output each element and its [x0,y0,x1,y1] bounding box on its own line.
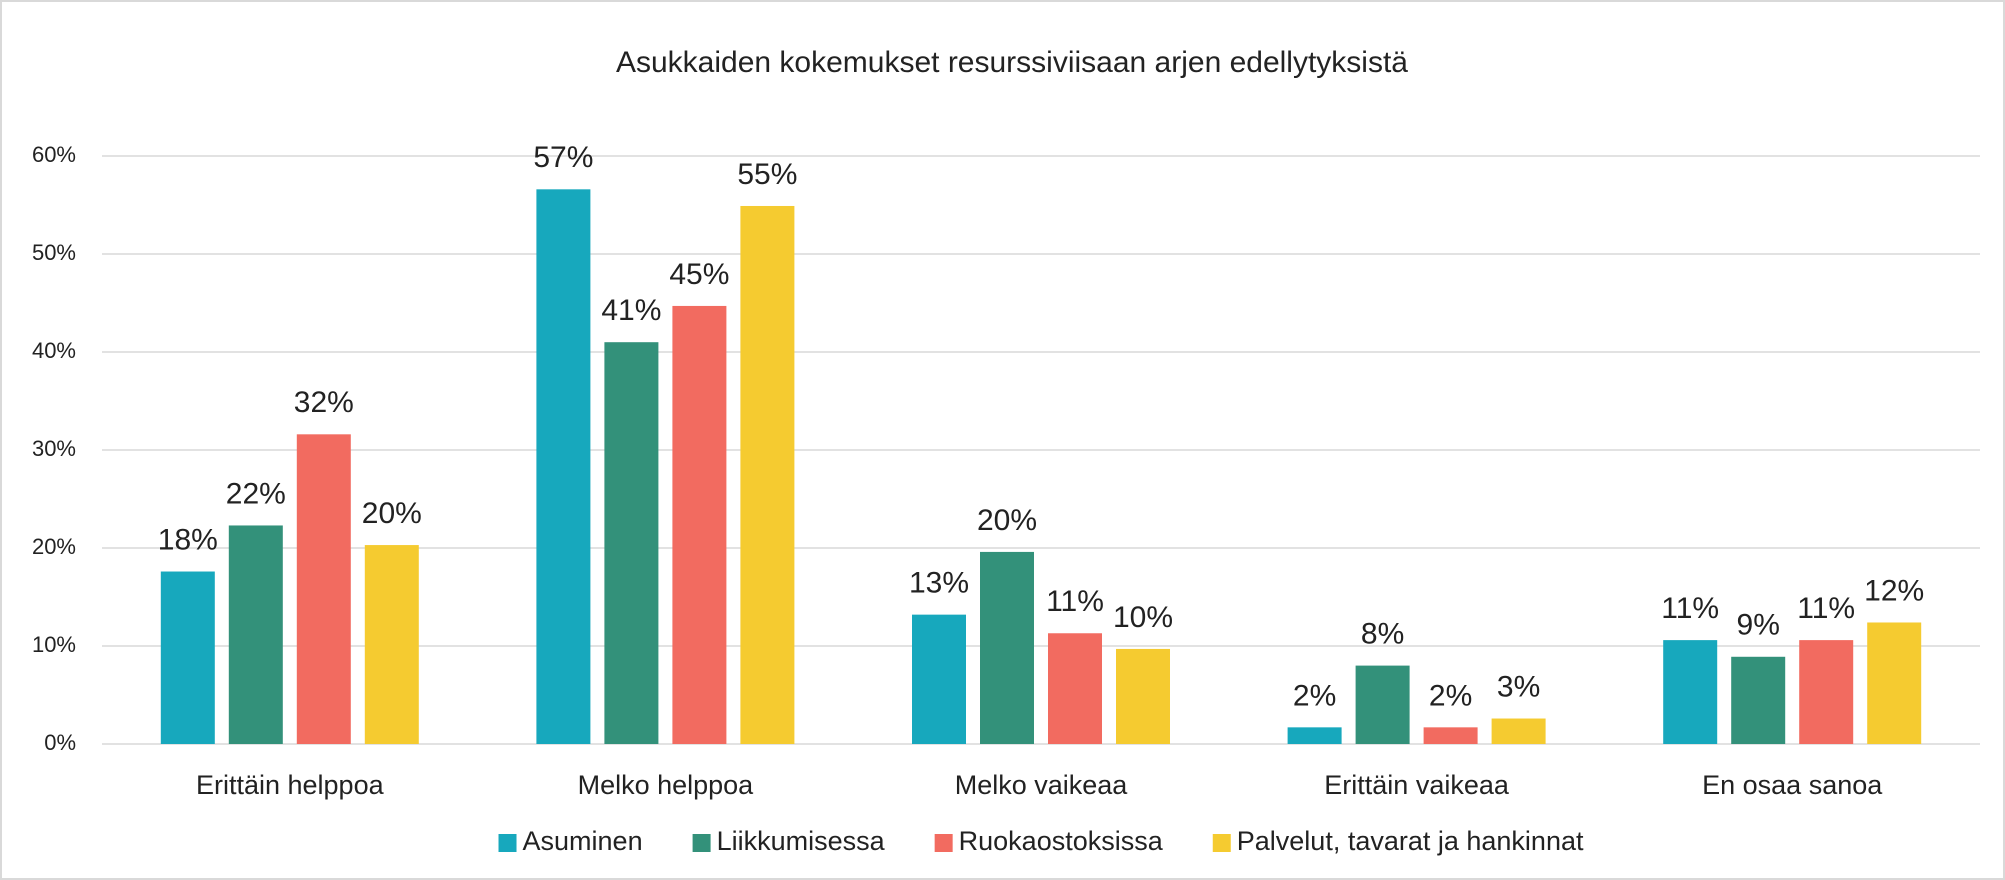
data-label: 11% [1046,585,1104,618]
y-tick-label: 50% [32,240,76,265]
chart-title: Asukkaiden kokemukset resurssiviisaan ar… [616,46,1408,79]
data-label: 12% [1864,574,1924,607]
data-label: 18% [158,523,218,556]
bar [1116,648,1170,744]
data-label: 32% [294,386,354,419]
bar [1663,640,1718,744]
bar [912,614,966,744]
data-label: 41% [601,294,661,327]
bar [364,545,419,744]
y-tick-label: 30% [32,436,76,461]
y-tick-label: 10% [32,632,76,657]
legend-label: Palvelut, tavarat ja hankinnat [1237,826,1584,856]
x-tick-label: Melko helppoa [578,770,755,800]
data-label: 45% [669,258,729,291]
data-label: 57% [533,141,593,174]
data-label: 2% [1429,679,1472,712]
data-label: 20% [977,504,1037,537]
legend-label: Asuminen [523,826,643,856]
y-tick-label: 0% [44,730,76,755]
data-label: 22% [226,477,286,510]
bar [228,525,283,744]
y-tick-label: 40% [32,338,76,363]
data-label: 3% [1497,670,1540,703]
legend-swatch [1212,834,1231,852]
bar [160,571,215,744]
bar [1731,656,1786,744]
y-tick-label: 60% [32,142,76,167]
data-label: 13% [909,567,969,600]
bar [1867,622,1922,744]
legend-label: Ruokaostoksissa [959,826,1164,856]
bar [604,342,659,744]
bar [296,434,351,744]
data-label: 2% [1293,679,1336,712]
x-tick-label: En osaa sanoa [1702,770,1883,800]
data-label: 8% [1361,618,1404,651]
bar [980,551,1034,744]
data-label: 10% [1113,601,1173,634]
bar [672,305,727,744]
data-label: 11% [1797,592,1855,625]
bar [740,205,795,745]
legend-label: Liikkumisessa [717,826,886,856]
data-label: 20% [362,497,422,530]
bar [1799,640,1854,744]
legend-swatch [934,834,953,852]
bar [1491,718,1546,744]
bar [1048,633,1102,744]
legend-swatch [692,834,711,852]
x-tick-label: Erittäin vaikeaa [1324,770,1510,800]
x-tick-label: Melko vaikeaa [955,770,1129,800]
y-tick-label: 20% [32,534,76,559]
data-label: 9% [1737,609,1780,642]
data-label: 11% [1661,592,1719,625]
bar [1355,665,1410,744]
data-label: 55% [737,158,797,191]
legend-swatch [498,834,517,852]
bar [1423,727,1478,744]
bar [536,189,591,744]
x-tick-label: Erittäin helppoa [196,770,385,800]
bar [1287,727,1342,744]
